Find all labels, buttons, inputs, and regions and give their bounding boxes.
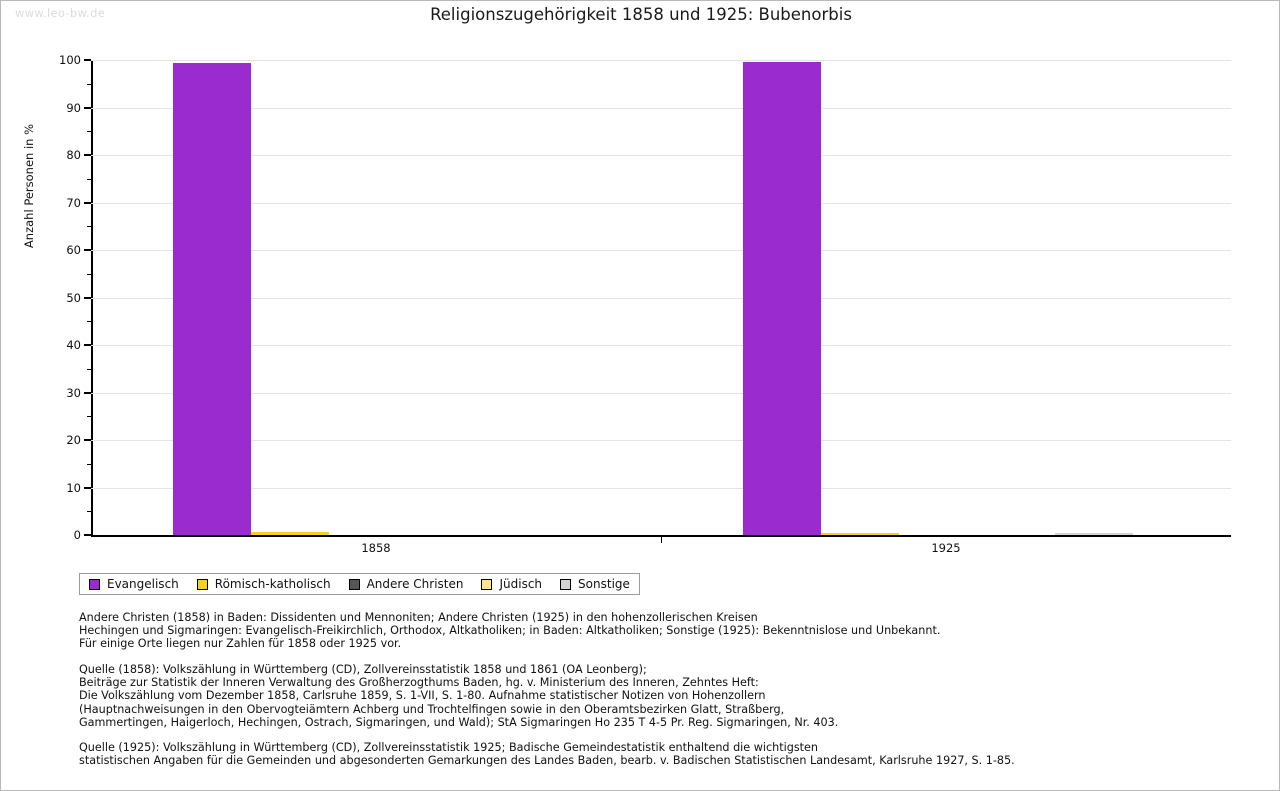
- legend-item[interactable]: Andere Christen: [348, 577, 464, 591]
- y-tick-label: 20: [66, 433, 81, 447]
- y-tick-label: 50: [66, 290, 81, 305]
- legend-item[interactable]: Jüdisch: [481, 577, 542, 591]
- legend-label: Evangelisch: [107, 577, 179, 591]
- x-category-separator-tick: [661, 535, 662, 543]
- y-tick-major: [84, 391, 91, 394]
- page-title: Religionszugehörigkeit 1858 und 1925: Bu…: [430, 5, 852, 24]
- legend-label: Jüdisch: [499, 577, 543, 591]
- legend-swatch-icon: [481, 578, 493, 590]
- footnote-source-1925: Quelle (1925): Volkszählung in Württembe…: [79, 741, 1015, 767]
- y-tick-major: [84, 534, 91, 536]
- footnote-definitions: Andere Christen (1858) in Baden: Disside…: [79, 611, 940, 651]
- footnote-definition-line: Für einige Orte liegen nur Zahlen für 18…: [79, 637, 402, 651]
- y-tick-minor: [87, 368, 91, 370]
- legend-label: Römisch-katholisch: [214, 577, 331, 591]
- y-tick-label: 0: [73, 528, 81, 542]
- gridline: [91, 297, 1231, 299]
- y-axis-label: Anzahl Personen in %: [22, 123, 36, 249]
- gridline: [91, 440, 1231, 441]
- x-tick-label: 1925: [931, 541, 961, 555]
- x-tick-label: 1858: [361, 541, 391, 555]
- legend-item[interactable]: Römisch-katholisch: [196, 577, 331, 591]
- y-tick-minor: [87, 321, 91, 323]
- y-tick-minor: [87, 83, 91, 85]
- y-tick-minor: [87, 463, 91, 465]
- y-tick-label: 40: [66, 338, 81, 352]
- y-tick-label: 30: [66, 385, 81, 400]
- legend-swatch-icon: [196, 578, 208, 590]
- legend-item[interactable]: Evangelisch: [89, 577, 179, 591]
- legend-label: Andere Christen: [366, 577, 464, 591]
- y-tick-major: [84, 106, 91, 109]
- footnote-source-1858-line: (Hauptnachweisungen in den Obervogteiämt…: [79, 702, 785, 716]
- y-tick-minor: [87, 273, 91, 275]
- footnote-definition-line: Andere Christen (1858) in Baden: Disside…: [79, 611, 758, 624]
- y-tick-minor: [87, 131, 91, 133]
- y-tick-major: [84, 154, 91, 156]
- legend-item[interactable]: Sonstige: [560, 577, 630, 591]
- y-tick-label: 10: [66, 480, 81, 495]
- y-tick-label: 60: [66, 243, 81, 257]
- y-tick-major: [84, 296, 91, 299]
- legend-label: Sonstige: [578, 577, 630, 591]
- y-tick-minor: [87, 511, 91, 513]
- plot-area: 0 10 20 30 40 50 60 70 80 90 100 1858 1925: [59, 53, 1231, 555]
- footnote-source-1925-line: Quelle (1925): Volkszählung in Württembe…: [79, 741, 819, 754]
- legend-swatch-icon: [348, 578, 360, 590]
- bar: [251, 532, 329, 535]
- y-tick-major: [84, 201, 91, 204]
- gridline: [91, 392, 1231, 394]
- gridline: [91, 107, 1231, 109]
- footnote-source-1858-line: Quelle (1858): Volkszählung in Württembe…: [79, 663, 647, 676]
- y-tick-major: [84, 344, 91, 346]
- bar: [743, 62, 821, 535]
- y-tick-minor: [87, 226, 91, 228]
- footnote-source-1925-line: statistischen Angaben für die Gemeinden …: [79, 754, 1015, 768]
- y-tick-label: 100: [59, 53, 81, 67]
- footnote-source-1858-line: Die Volkszählung vom Dezember 1858, Carl…: [79, 689, 766, 703]
- y-tick-label: 80: [66, 148, 81, 162]
- y-tick-minor: [87, 416, 91, 418]
- watermark: www.leo-bw.de: [15, 6, 106, 20]
- gridline: [91, 60, 1231, 61]
- gridline: [91, 487, 1231, 489]
- y-tick-label: 90: [66, 100, 81, 115]
- y-tick-minor: [87, 178, 91, 180]
- bar: [173, 62, 251, 535]
- legend-swatch-icon: [89, 578, 100, 590]
- y-tick-major: [84, 59, 91, 61]
- y-tick-major: [84, 439, 91, 441]
- chart-legend: Evangelisch Römisch-katholisch Andere Chri…: [79, 573, 640, 595]
- footnote-source-1858-line: Gammertingen, Haigerloch, Hechingen, Ost…: [79, 715, 839, 729]
- gridline: [91, 202, 1231, 204]
- y-tick-major: [84, 486, 91, 489]
- gridline: [91, 250, 1231, 251]
- legend-swatch-icon: [560, 578, 572, 590]
- footnote-source-1858: Quelle (1858): Volkszählung in Württembe…: [79, 663, 838, 729]
- footnote-definition-line: Hechingen und Sigmaringen: Evangelisch-F…: [79, 624, 941, 638]
- gridline: [91, 345, 1231, 346]
- y-tick-major: [84, 249, 91, 251]
- footnote-source-1858-line: Beiträge zur Statistik der Inneren Verwa…: [79, 676, 759, 690]
- gridline: [91, 155, 1231, 156]
- bar: [1055, 533, 1133, 535]
- y-tick-label: 70: [66, 195, 81, 210]
- bar: [821, 533, 899, 535]
